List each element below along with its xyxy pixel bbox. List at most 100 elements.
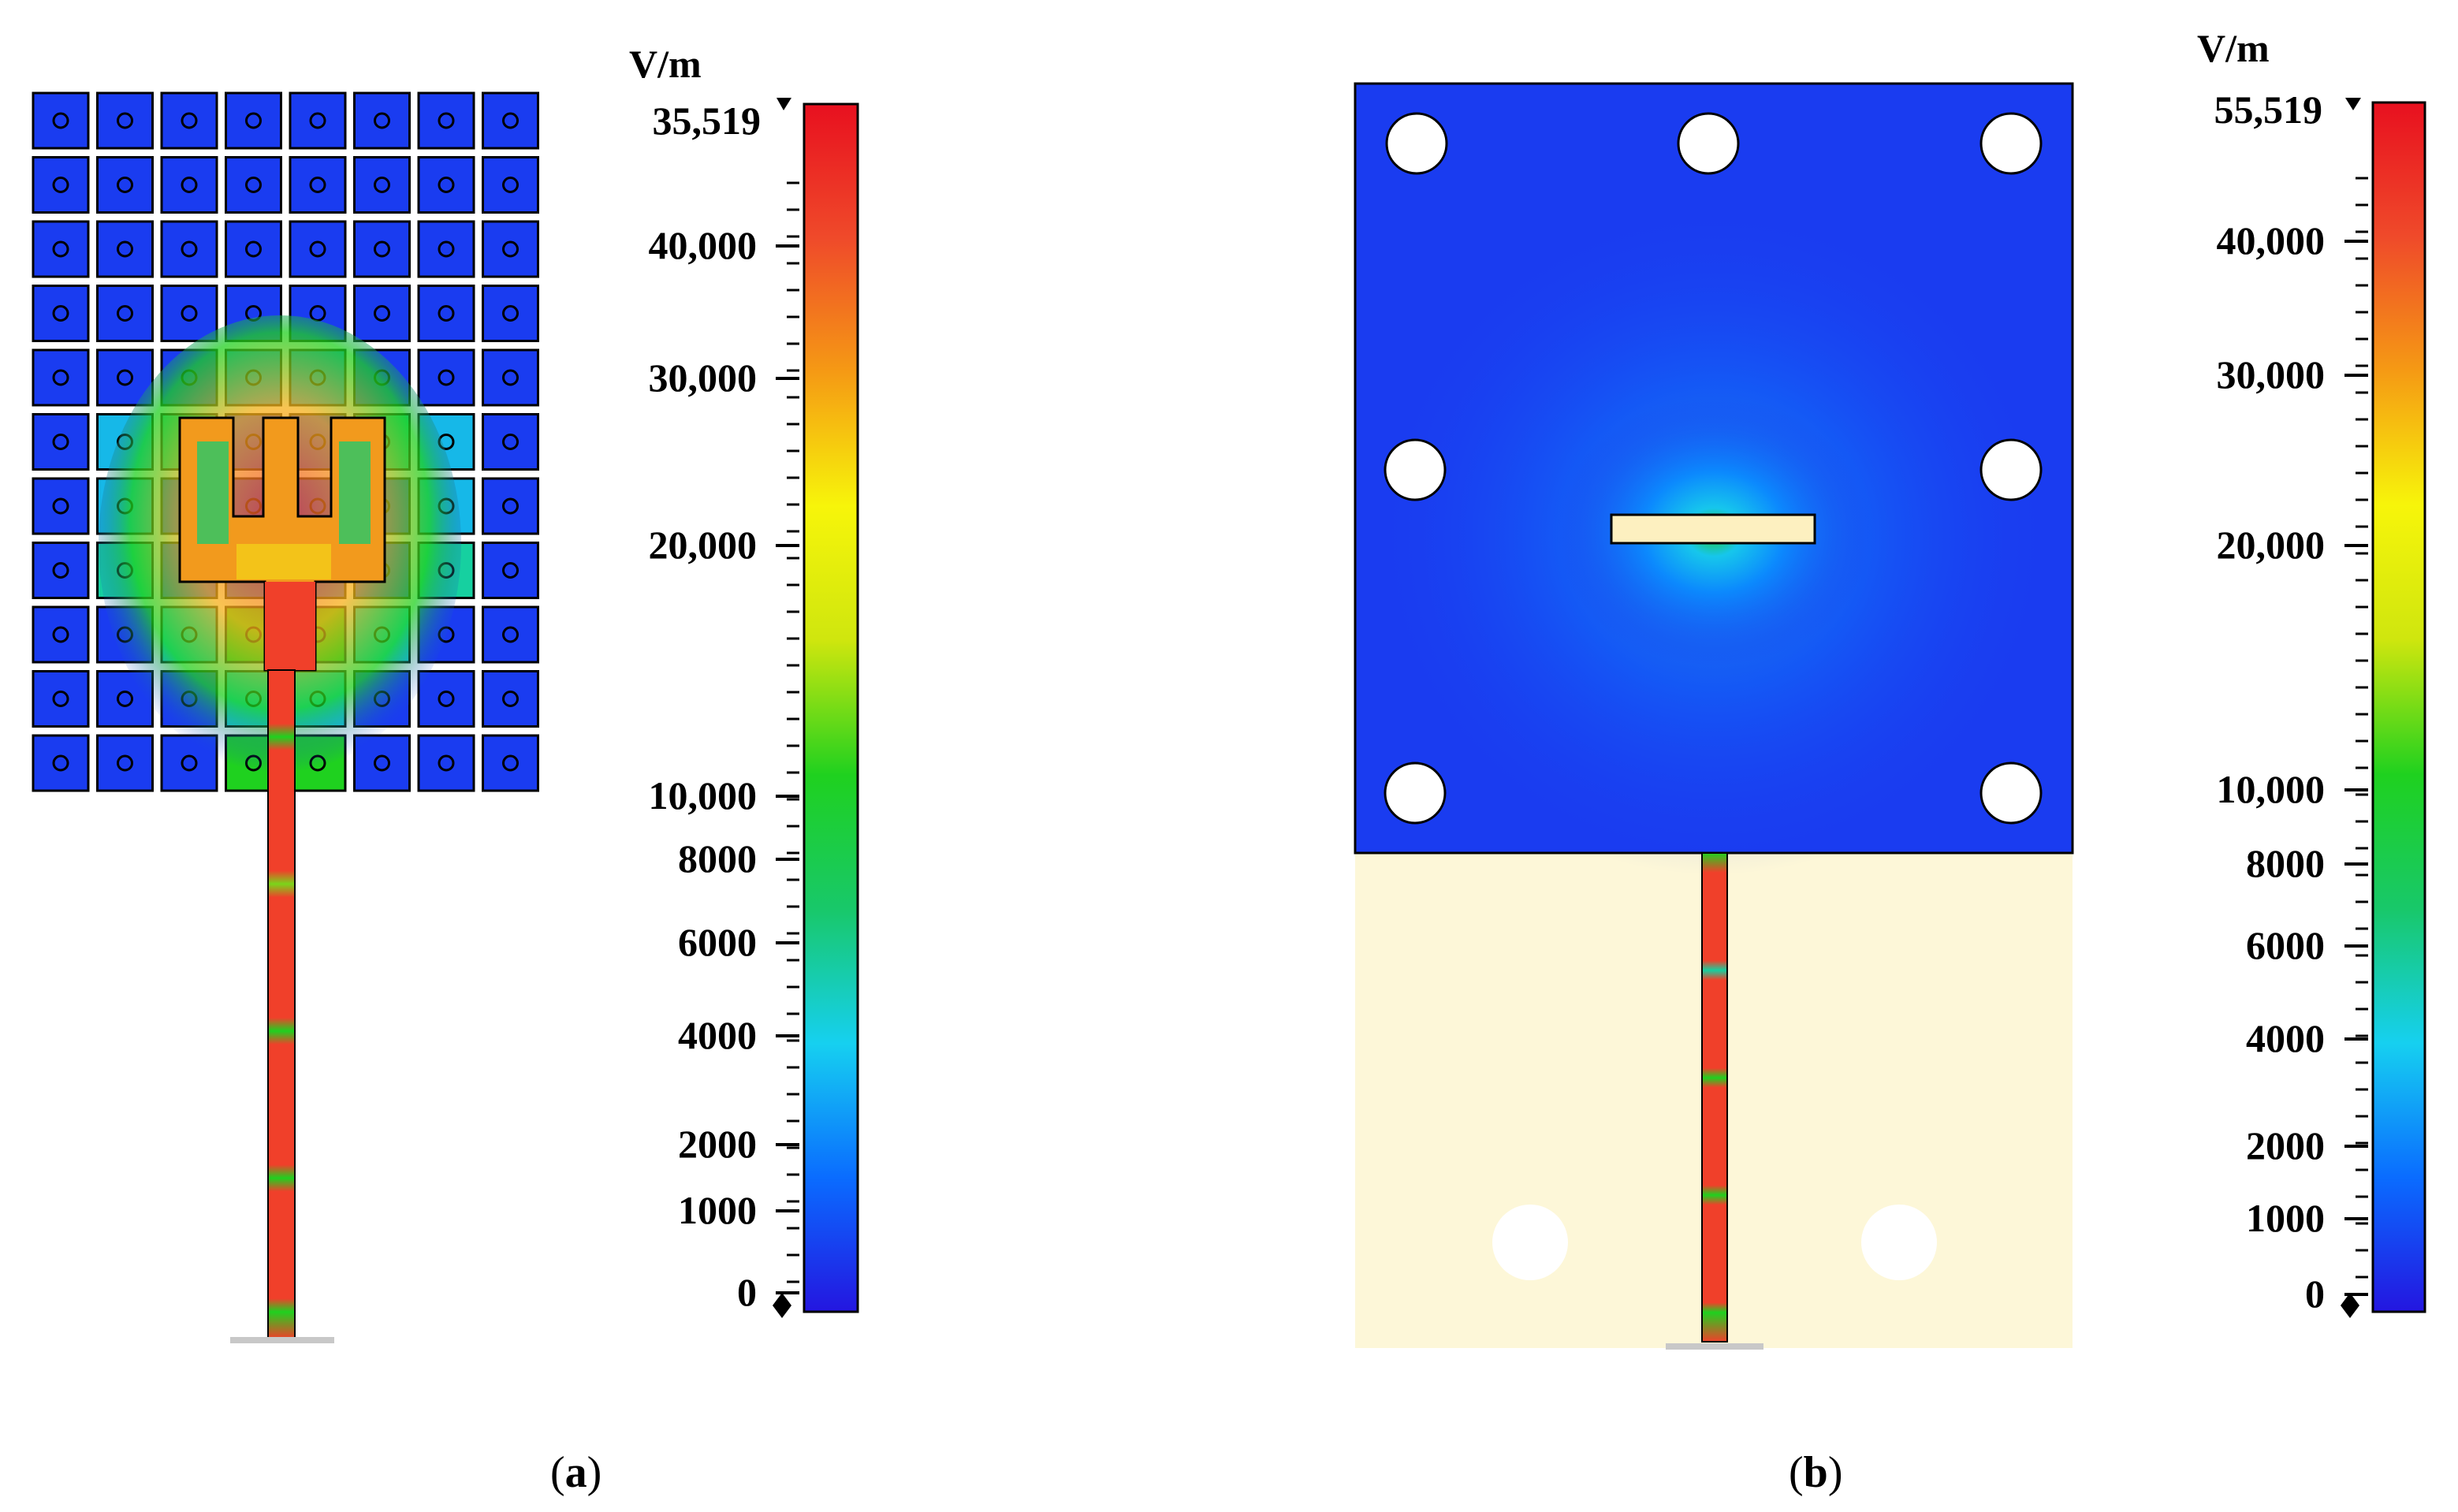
hole [1385,112,1448,175]
via-icon [117,754,133,772]
unit-cell [353,91,411,150]
caption-a: (a) [550,1448,602,1497]
via-icon [374,240,390,258]
unit-cell [32,156,90,214]
unit-cell [417,734,475,792]
via-icon [502,626,519,643]
max-value-a: 35,519 [652,99,762,143]
via-icon [52,691,69,707]
hole [1979,438,2043,501]
via-icon [309,112,326,129]
panel-a-figure [32,91,859,1343]
unit-cell [96,220,154,278]
colorbar-tick-label: 1000 [2246,1196,2325,1240]
unit-cell [160,220,218,278]
colorbar-tick-label: 30,000 [2216,352,2326,397]
via-icon [309,240,326,258]
max-value-b: 55,519 [2214,88,2323,132]
via-icon [502,434,519,450]
colorbar-tick-label: 30,000 [648,356,758,400]
patch-center-field [236,544,331,579]
hole [1677,112,1740,175]
panel-a: V/m 35,519 40,000 30,000 20,000 10,000 8000 6… [32,44,859,1497]
via-icon [181,305,198,322]
unit-cell [32,477,90,535]
unit-cell [225,220,282,278]
colorbar-tick-label: 4000 [2246,1016,2325,1060]
min-arrow-icon [773,1293,791,1318]
unit-cell [160,91,218,150]
via-icon [52,369,69,386]
unit-cell [353,156,411,214]
via-icon [181,112,198,129]
panel-b: V/m 55,519 40,000 30,000 20,000 10,000 8000 6… [1229,0,2458,1512]
via-icon [502,562,519,579]
unit-cell [289,91,347,150]
hole [1979,762,2043,825]
port-b [1666,1343,1763,1350]
unit-cell [32,285,90,342]
unit-cell [482,605,539,664]
unit-cell [417,285,475,342]
unit-cell [482,156,539,214]
unit-cell [353,220,411,278]
unit-cell [225,156,282,214]
unit-cell [482,542,539,599]
via-icon [502,305,519,322]
unit-cell [160,156,218,214]
colorbar-tick-label: 40,000 [648,223,758,267]
colorbar-tick-label: 2000 [678,1122,757,1166]
port-a [230,1337,334,1343]
via-icon [52,240,69,258]
patch-neck [265,582,315,670]
unit-cell [482,91,539,150]
via-icon [245,240,262,258]
unit-cell [96,91,154,150]
via-icon [52,497,69,515]
unit-cell [96,734,154,792]
colorbar-tick-label: 20,000 [648,523,758,567]
unit-cell [417,156,475,214]
unit-label-b: V/m [2197,26,2270,70]
via-icon [438,112,455,129]
via-icon [374,112,390,129]
colorbar-tick-label: 0 [2305,1272,2325,1316]
via-icon [52,434,69,450]
unit-cell [289,156,347,214]
via-icon [181,754,198,772]
unit-cell [96,285,154,342]
via-icon [502,691,519,707]
unit-cell [482,348,539,407]
unit-cell [353,285,411,342]
colorbar-tick-label: 0 [737,1270,757,1314]
unit-cell [32,542,90,599]
colorbar-tick-label: 1000 [678,1188,757,1232]
via-icon [117,369,133,386]
via-icon [374,754,390,772]
via-icon [502,369,519,386]
via-icon [245,112,262,129]
via-icon [502,754,519,772]
unit-cell [32,670,90,728]
via-icon [502,177,519,193]
via-icon [309,177,326,193]
via-icon [117,112,133,129]
colorbar-tick-label: 4000 [678,1013,757,1057]
via-icon [117,177,133,193]
unit-cell [32,91,90,150]
colorbar-tick-label: 10,000 [648,773,758,817]
unit-cell [417,220,475,278]
hole [1861,1205,1937,1280]
via-icon [181,177,198,193]
via-icon [52,177,69,193]
min-arrow-icon [2341,1293,2359,1318]
hole [1384,762,1447,825]
via-icon [117,691,133,707]
via-icon [438,754,455,772]
hole [1384,438,1447,501]
unit-cell [32,220,90,278]
via-icon [502,112,519,129]
patch-arm-field [197,441,371,544]
via-icon [502,497,519,515]
unit-cell [160,285,218,342]
